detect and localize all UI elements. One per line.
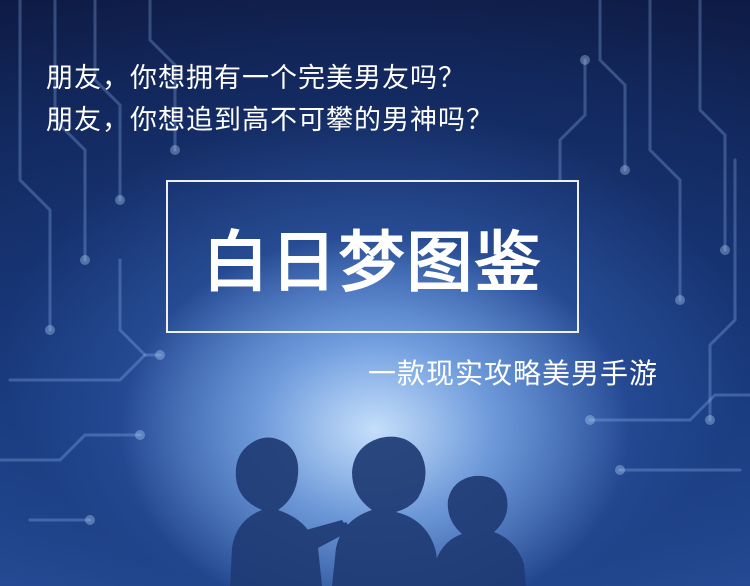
left-figure-silhouette — [230, 437, 352, 586]
right-figure-silhouette — [432, 475, 526, 586]
headline-line-1: 朋友，你想拥有一个完美男友吗？ — [46, 63, 466, 94]
game-subtitle: 一款现实攻略美男手游 — [368, 357, 659, 390]
title-frame: 白日梦图鉴 — [166, 180, 579, 333]
headline-line-2: 朋友，你想追到高不可攀的男神吗？ — [46, 105, 494, 136]
center-figure-silhouette — [332, 436, 440, 586]
pointing-hand-silhouette — [306, 520, 346, 540]
game-title: 白日梦图鉴 — [202, 223, 543, 301]
